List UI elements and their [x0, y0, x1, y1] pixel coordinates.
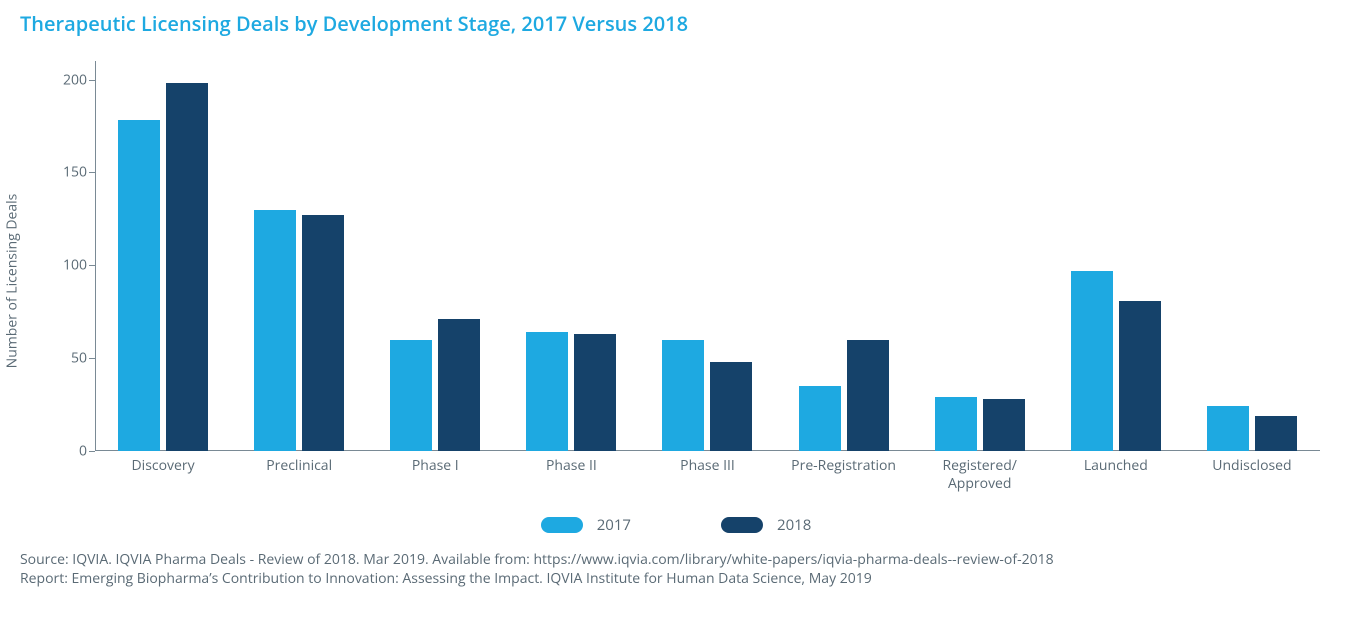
- bar-group: [95, 83, 231, 451]
- chart-legend: 2017 2018: [20, 515, 1332, 535]
- bar-group: [639, 340, 775, 451]
- x-tick-label: Registered/ Approved: [912, 457, 1048, 492]
- bar: [710, 362, 752, 451]
- bar: [983, 399, 1025, 451]
- bar: [574, 334, 616, 451]
- x-tick-label: Phase I: [367, 457, 503, 475]
- plot-area: 050100150200DiscoveryPreclinicalPhase IP…: [95, 61, 1320, 451]
- y-tick-label: 200: [63, 70, 87, 89]
- bar: [1071, 271, 1113, 451]
- bar: [118, 120, 160, 451]
- x-tick-label: Launched: [1048, 457, 1184, 475]
- bar: [1255, 416, 1297, 451]
- bar: [390, 340, 432, 451]
- footnote-line: Report: Emerging Biopharma’s Contributio…: [20, 570, 1332, 589]
- y-tick-mark: [89, 80, 95, 81]
- chart-container: Number of Licensing Deals 050100150200Di…: [20, 51, 1330, 511]
- bar: [662, 340, 704, 451]
- y-axis-label: Number of Licensing Deals: [3, 194, 22, 369]
- bars-area: [95, 61, 1320, 451]
- footnote-line: Source: IQVIA. IQVIA Pharma Deals - Revi…: [20, 551, 1332, 570]
- y-tick-label: 100: [63, 256, 87, 275]
- x-tick-label: Phase III: [639, 457, 775, 475]
- y-tick-label: 50: [71, 349, 87, 368]
- y-tick-label: 150: [63, 163, 87, 182]
- x-tick-label: Discovery: [95, 457, 231, 475]
- bar: [254, 210, 296, 451]
- legend-item: 2018: [721, 515, 811, 535]
- x-tick-label: Pre-Registration: [776, 457, 912, 475]
- legend-label: 2018: [777, 515, 811, 535]
- chart-title: Therapeutic Licensing Deals by Developme…: [20, 10, 1332, 37]
- bar-group: [1048, 271, 1184, 451]
- y-tick-mark: [89, 451, 95, 452]
- legend-label: 2017: [597, 515, 631, 535]
- bar: [302, 215, 344, 451]
- footnotes: Source: IQVIA. IQVIA Pharma Deals - Revi…: [20, 551, 1332, 589]
- bar: [847, 340, 889, 451]
- y-tick-mark: [89, 265, 95, 266]
- bar: [526, 332, 568, 451]
- legend-item: 2017: [541, 515, 631, 535]
- bar-group: [776, 340, 912, 451]
- x-tick-label: Phase II: [503, 457, 639, 475]
- y-tick-label: 0: [79, 442, 87, 461]
- bar-group: [912, 397, 1048, 451]
- bar: [166, 83, 208, 451]
- bar: [935, 397, 977, 451]
- bar: [1207, 406, 1249, 451]
- bar: [438, 319, 480, 451]
- x-tick-label: Preclinical: [231, 457, 367, 475]
- bar-group: [1184, 406, 1320, 451]
- legend-swatch: [721, 517, 763, 533]
- bar-group: [367, 319, 503, 451]
- legend-swatch: [541, 517, 583, 533]
- y-tick-mark: [89, 358, 95, 359]
- bar: [1119, 301, 1161, 451]
- bar-group: [503, 332, 639, 451]
- bar-group: [231, 210, 367, 451]
- x-tick-label: Undisclosed: [1184, 457, 1320, 475]
- bar: [799, 386, 841, 451]
- y-tick-mark: [89, 172, 95, 173]
